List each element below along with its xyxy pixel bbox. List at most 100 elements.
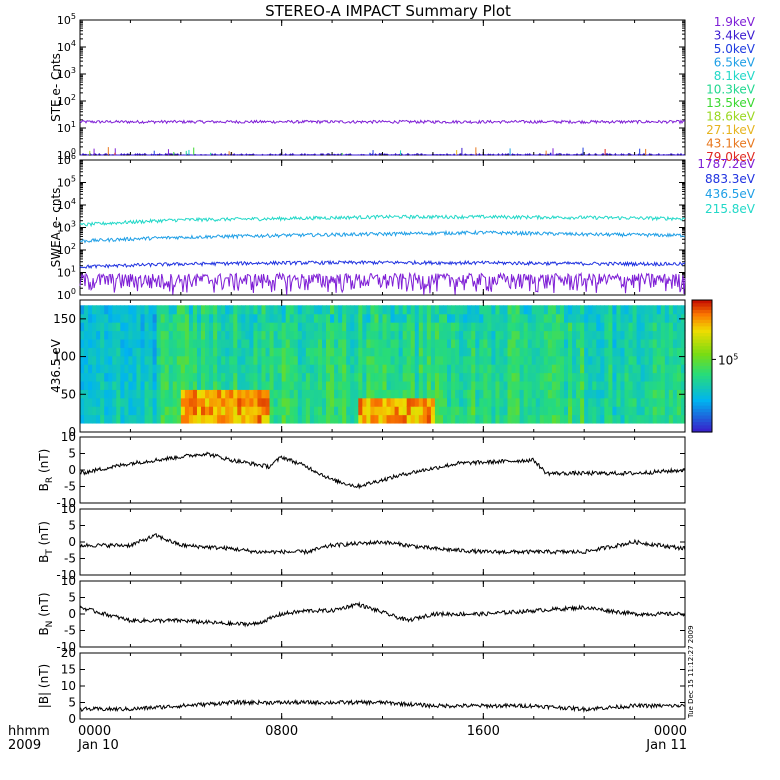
heatmap-cell: [132, 355, 138, 365]
heatmap-cell: [451, 364, 456, 374]
heatmap-cell: [455, 330, 460, 340]
heatmap-cell: [249, 305, 255, 315]
y-tick-label: 101: [57, 265, 76, 280]
heatmap-cell: [257, 414, 263, 424]
heatmap-cell: [112, 305, 117, 315]
heatmap-cell: [426, 322, 432, 332]
heatmap-cell: [192, 406, 198, 416]
heatmap-cell: [168, 364, 174, 374]
heatmap-cell: [269, 347, 275, 357]
heatmap-cell: [648, 347, 654, 357]
heatmap-cell: [596, 330, 601, 340]
heatmap-cell: [434, 355, 440, 365]
heatmap-cell: [596, 372, 601, 382]
heatmap-cell: [354, 330, 359, 340]
heatmap-cell: [588, 380, 593, 390]
heatmap-cell: [358, 397, 363, 407]
heatmap-cell: [229, 389, 234, 399]
heatmap-cell: [451, 406, 456, 416]
heatmap-cell: [350, 397, 355, 407]
heatmap-cell: [378, 372, 384, 382]
heatmap-cell: [584, 355, 589, 365]
heatmap-cell: [164, 338, 170, 348]
heatmap-cell: [539, 338, 545, 348]
heatmap-cell: [527, 406, 533, 416]
heatmap-cell: [273, 338, 279, 348]
heatmap-cell: [180, 372, 186, 382]
heatmap-cell: [366, 372, 371, 382]
heatmap-cell: [233, 347, 238, 357]
heatmap-cell: [334, 338, 339, 348]
heatmap-cell: [301, 406, 307, 416]
y-tick-label: 50: [61, 387, 76, 401]
y-tick-label: -10: [56, 640, 76, 654]
heatmap-cell: [160, 322, 166, 332]
heatmap-cell: [511, 322, 517, 332]
heatmap-cell: [616, 389, 622, 399]
heatmap-cell: [358, 414, 363, 424]
heatmap-cell: [253, 347, 259, 357]
heatmap-cell: [584, 397, 589, 407]
heatmap-cell: [503, 330, 509, 340]
heatmap-cell: [120, 313, 125, 323]
heatmap-cell: [92, 380, 97, 390]
heatmap-cell: [668, 414, 674, 424]
heatmap-cell: [205, 406, 210, 416]
heatmap-cell: [588, 330, 593, 340]
heatmap-cell: [422, 397, 428, 407]
heatmap-cell: [660, 322, 666, 332]
heatmap-cell: [672, 313, 678, 323]
heatmap-cell: [632, 414, 638, 424]
heatmap-cell: [362, 338, 367, 348]
heatmap-cell: [531, 397, 537, 407]
heatmap-cell: [608, 364, 613, 374]
heatmap-cell: [535, 355, 541, 365]
heatmap-cell: [568, 313, 573, 323]
heatmap-cell: [535, 372, 541, 382]
heatmap-cell: [455, 380, 460, 390]
heatmap-cell: [192, 313, 198, 323]
heatmap-cell: [539, 347, 545, 357]
heatmap-cell: [108, 372, 113, 382]
heatmap-cell: [580, 347, 585, 357]
heatmap-cell: [426, 414, 432, 424]
heatmap-cell: [92, 389, 97, 399]
heatmap-cell: [495, 330, 501, 340]
heatmap-cell: [483, 372, 488, 382]
colorbar-cell: [692, 379, 712, 384]
heatmap-cell: [140, 389, 146, 399]
heatmap-cell: [547, 397, 553, 407]
heatmap-cell: [217, 330, 222, 340]
heatmap-cell: [483, 322, 488, 332]
heatmap-cell: [406, 372, 412, 382]
y-tick-label: -5: [64, 624, 76, 638]
heatmap-cell: [330, 355, 335, 365]
heatmap-cell: [257, 389, 263, 399]
heatmap-cell: [386, 338, 392, 348]
heatmap-cell: [358, 364, 363, 374]
heatmap-cell: [88, 313, 93, 323]
heatmap-cell: [624, 347, 630, 357]
heatmap-cell: [289, 322, 295, 332]
heatmap-cell: [668, 322, 674, 332]
heatmap-cell: [531, 355, 537, 365]
heatmap-cell: [394, 380, 400, 390]
heatmap-cell: [265, 380, 271, 390]
heatmap-cell: [233, 380, 238, 390]
heatmap-cell: [430, 380, 436, 390]
heatmap-cell: [84, 338, 89, 348]
heatmap-cell: [104, 347, 109, 357]
heatmap-cell: [140, 338, 146, 348]
heatmap-cell: [656, 364, 662, 374]
heatmap-cell: [559, 313, 565, 323]
heatmap-cell: [362, 313, 367, 323]
heatmap-cell: [330, 414, 335, 424]
heatmap-cell: [511, 313, 517, 323]
heatmap-cell: [636, 355, 642, 365]
heatmap-cell: [447, 330, 452, 340]
heatmap-cell: [297, 313, 303, 323]
heatmap-cell: [555, 372, 561, 382]
heatmap-cell: [322, 389, 327, 399]
heatmap-cell: [559, 364, 565, 374]
heatmap-cell: [309, 414, 315, 424]
